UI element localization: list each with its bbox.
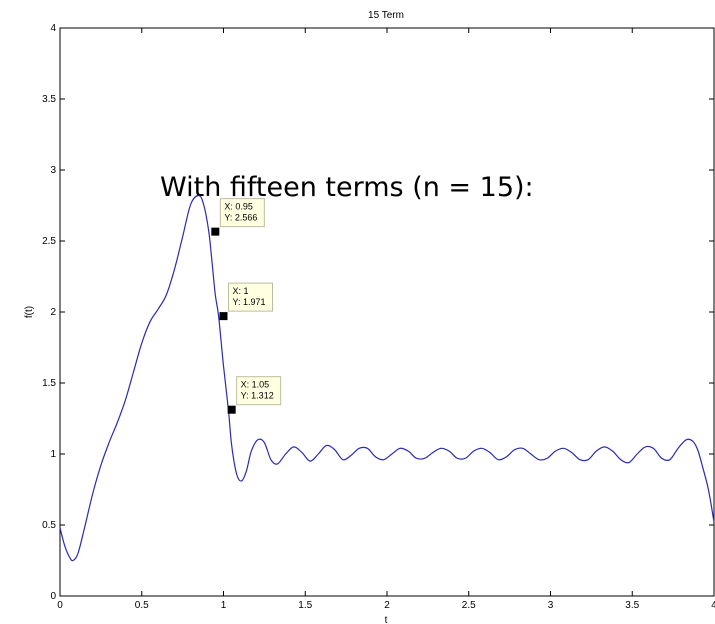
datatip-x-label: X: 1.05 (241, 380, 270, 390)
y-tick-label: 2.5 (42, 236, 56, 247)
datatip[interactable]: X: 1Y: 1.971 (219, 282, 273, 321)
y-tick-label: 0.5 (42, 520, 56, 531)
x-tick-label: 0 (57, 600, 63, 611)
chart-title: 15 Term (368, 10, 404, 21)
datatip-box (228, 282, 273, 312)
y-tick-label: 1 (50, 449, 56, 460)
datatip-x-label: X: 1 (233, 286, 249, 296)
datatip-marker[interactable] (227, 405, 236, 414)
series-line (59, 194, 715, 562)
y-tick-label: 1.5 (42, 378, 56, 389)
datatip[interactable]: X: 0.95Y: 2.566 (211, 198, 265, 236)
datatip-y-label: Y: 2.566 (224, 213, 257, 223)
datatip-y-label: Y: 1.312 (241, 391, 274, 401)
y-tick-label: 3.5 (42, 94, 56, 105)
x-tick-label: 0.5 (135, 600, 149, 611)
y-tick-label: 0 (50, 591, 56, 602)
datatip-y-label: Y: 1.971 (233, 297, 266, 307)
y-axis-label: f(t) (24, 306, 35, 318)
x-tick-label: 3 (548, 600, 554, 611)
x-axis-label: t (385, 615, 388, 624)
datatips: X: 0.95Y: 2.566 X: 1Y: 1.971 X: 1.05Y: 1.3… (211, 198, 282, 414)
datatip-x-label: X: 0.95 (224, 202, 253, 212)
plot-area: 0 0.5 1 1.5 2 2.5 3 3.5 4 0 0.5 1 1.5 2 2.5 3 3.5 4 X: 0.… (42, 23, 715, 611)
overlay-caption: With fifteen terms (n = 15): (160, 172, 534, 203)
x-tick-label: 4 (711, 600, 715, 611)
datatip-marker[interactable] (211, 227, 220, 236)
x-tick-label: 2.5 (462, 600, 476, 611)
datatip-marker[interactable] (219, 312, 228, 321)
x-tick-label: 2 (384, 600, 390, 611)
y-tick-label: 3 (50, 165, 56, 176)
axes-box (59, 27, 715, 597)
y-tick-label: 2 (50, 307, 56, 318)
axis-ticks (59, 27, 715, 597)
datatip[interactable]: X: 1.05Y: 1.312 (227, 376, 282, 414)
axis-tick-labels: 0 0.5 1 1.5 2 2.5 3 3.5 4 0 0.5 1 1.5 2 2.5 3 3.5 4 (42, 23, 715, 611)
x-tick-label: 1.5 (298, 600, 312, 611)
datatip-box (236, 376, 282, 406)
x-tick-label: 1 (221, 600, 227, 611)
y-tick-label: 4 (50, 23, 56, 34)
datatip-box (219, 198, 265, 228)
x-tick-label: 3.5 (625, 600, 639, 611)
